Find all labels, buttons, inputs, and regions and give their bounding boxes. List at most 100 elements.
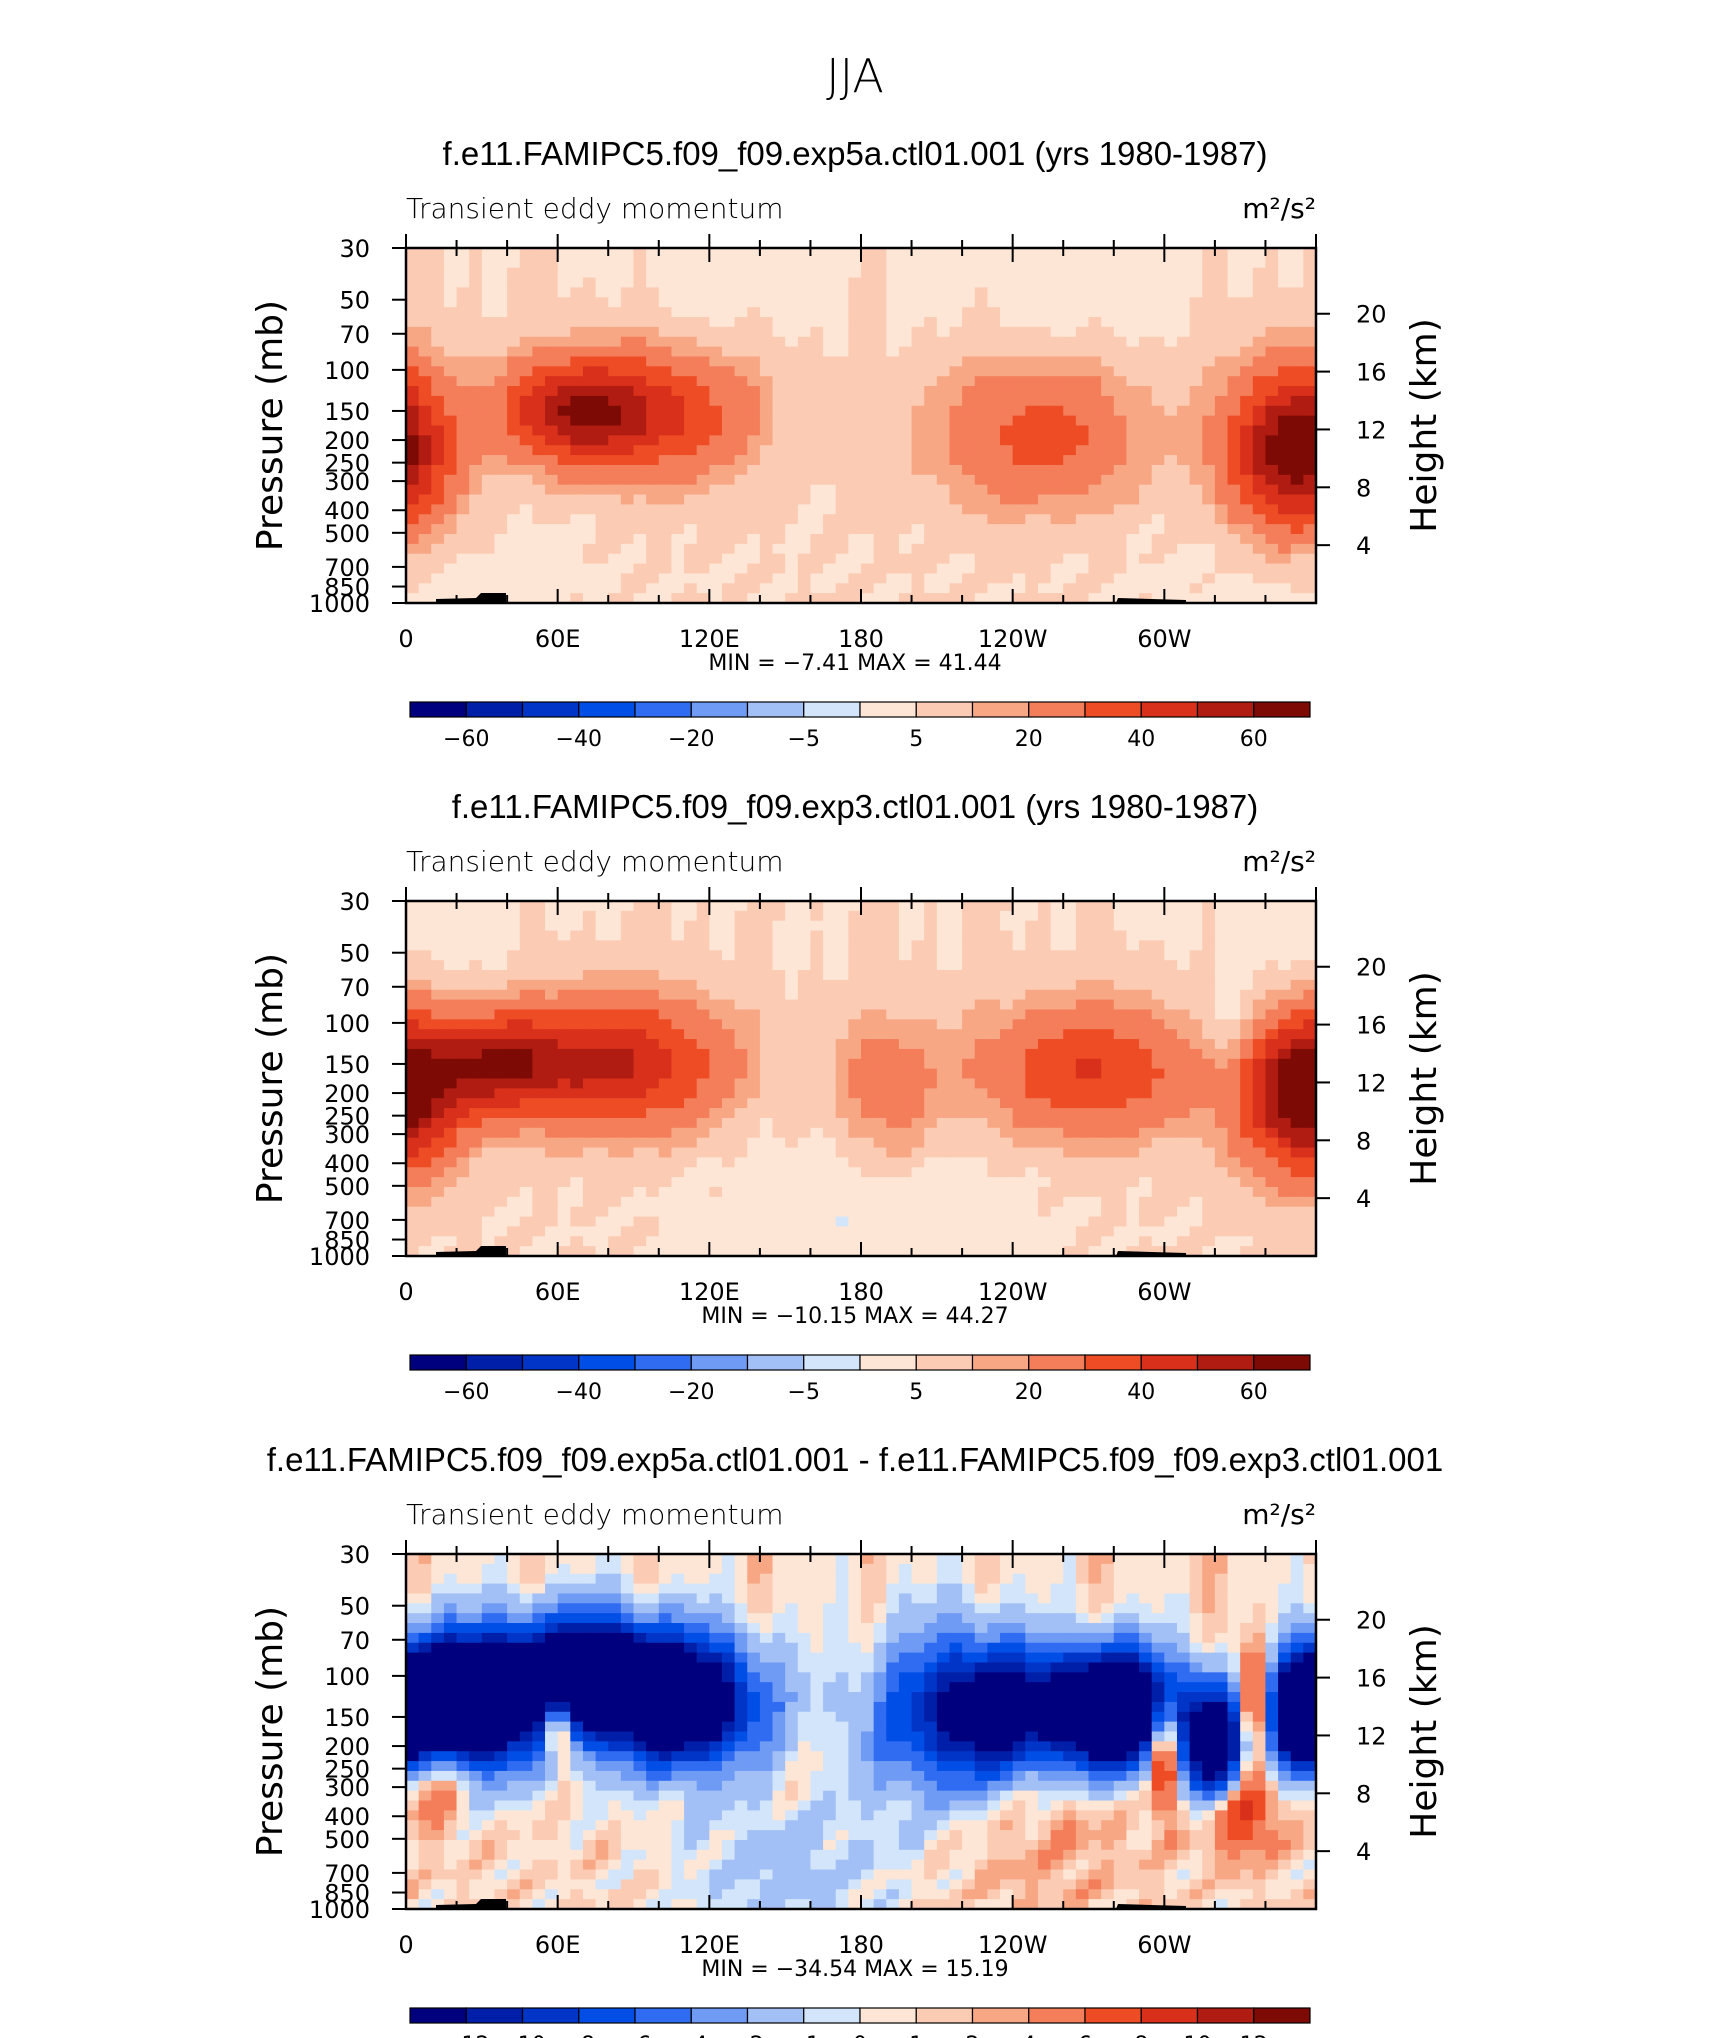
heatmap-cell [949, 317, 963, 328]
heatmap-cell [1189, 1088, 1203, 1099]
heatmap-cell [797, 1108, 812, 1119]
heatmap-cell [1050, 395, 1064, 407]
heatmap-cell [1303, 1068, 1317, 1080]
heatmap-cell [620, 1088, 635, 1099]
heatmap-cell [1037, 1098, 1052, 1109]
heatmap-cell [1050, 1048, 1064, 1060]
heatmap-cell [747, 1078, 761, 1089]
heatmap-cell [507, 1088, 521, 1099]
heatmap-cell [785, 1108, 799, 1119]
heatmap-cell [696, 999, 710, 1011]
heatmap-cell [861, 563, 875, 575]
heatmap-cell [1101, 415, 1115, 427]
heatmap-cell [1214, 1186, 1229, 1198]
heatmap-cell [1227, 1019, 1241, 1030]
heatmap-cell [570, 504, 584, 515]
heatmap-cell [582, 287, 597, 298]
heatmap-cell [1189, 1048, 1203, 1060]
heatmap-cell [772, 464, 786, 476]
heatmap-cell [747, 356, 761, 367]
heatmap-cell [608, 326, 622, 338]
heatmap-cell [810, 1019, 824, 1030]
heatmap-cell [557, 920, 571, 932]
heatmap-cell [1214, 1029, 1229, 1040]
heatmap-cell [570, 1147, 584, 1158]
heatmap-cell [608, 1157, 622, 1168]
heatmap-cell [456, 1167, 470, 1178]
heatmap-cell [1164, 464, 1178, 476]
heatmap-cell [1063, 920, 1077, 932]
heatmap-cell [1037, 573, 1052, 584]
heatmap-cell [418, 950, 432, 961]
heatmap-cell [1303, 405, 1317, 417]
heatmap-cell [671, 989, 685, 1001]
heatmap-cell [1139, 1157, 1153, 1168]
heatmap-cell [1012, 1039, 1026, 1050]
heatmap-cell [974, 277, 988, 289]
heatmap-cell [1113, 543, 1128, 555]
heatmap-cell [1176, 445, 1191, 456]
heatmap-cell [696, 1029, 710, 1040]
heatmap-cell [1000, 940, 1014, 951]
heatmap-cell [1101, 248, 1115, 259]
heatmap-cell [810, 1039, 824, 1050]
heatmap-cell [1303, 376, 1317, 387]
heatmap-cell [1000, 970, 1014, 981]
heatmap-cell [494, 524, 508, 535]
heatmap-cell [1303, 484, 1317, 496]
heatmap-cell [406, 543, 420, 555]
heatmap-cell [1075, 920, 1090, 932]
heatmap-cell [684, 1048, 698, 1060]
heatmap-cell [1050, 979, 1064, 991]
heatmap-cell [1189, 1167, 1203, 1178]
heatmap-cell [1075, 950, 1090, 961]
heatmap-cell [835, 1088, 849, 1099]
heatmap-cell [772, 910, 786, 922]
heatmap-cell [1012, 563, 1026, 575]
heatmap-cell [1075, 464, 1090, 476]
heatmap-cell [848, 1147, 862, 1158]
heatmap-cell [481, 267, 496, 279]
heatmap-cell [1151, 1058, 1165, 1070]
heatmap-cell [1075, 1186, 1090, 1198]
y-tick-label: 250 [324, 450, 370, 478]
heatmap-cell [861, 1167, 875, 1178]
heatmap-cell [469, 435, 483, 446]
heatmap-cell [456, 563, 470, 575]
heatmap-cell [557, 1029, 571, 1040]
heatmap-cell [1088, 267, 1102, 279]
heatmap-cell [848, 1068, 862, 1080]
heatmap-cell [431, 307, 445, 318]
heatmap-cell [962, 970, 976, 981]
heatmap-cell [936, 1147, 951, 1158]
heatmap-cell [519, 317, 533, 328]
heatmap-cell [1000, 1177, 1014, 1188]
heatmap-cell [797, 1048, 812, 1060]
heatmap-cell [709, 1068, 723, 1080]
heatmap-cell [1126, 1098, 1140, 1109]
heatmap-cell [924, 1108, 938, 1119]
heatmap-cell [633, 920, 647, 932]
heatmap-cell [1000, 1019, 1014, 1030]
heatmap-cell [898, 989, 913, 1001]
heatmap-cell [1290, 1167, 1304, 1178]
heatmap-cell [848, 405, 862, 417]
heatmap-cell [696, 356, 710, 367]
heatmap-cell [848, 474, 862, 486]
heatmap-cell [1101, 960, 1115, 971]
heatmap-cell [570, 494, 584, 505]
heatmap-cell [456, 336, 470, 348]
heatmap-cell [696, 920, 710, 932]
heatmap-cell [1151, 1117, 1165, 1129]
heatmap-cell [721, 248, 736, 259]
heatmap-cell [734, 366, 748, 377]
heatmap-cell [595, 464, 609, 476]
heatmap-cell [861, 425, 875, 436]
heatmap-cell [1113, 1078, 1128, 1089]
heatmap-cell [557, 1019, 571, 1030]
heatmap-cell [835, 277, 849, 289]
heatmap-cell [810, 257, 824, 269]
heatmap-cell [1037, 326, 1052, 338]
heatmap-cell [570, 1058, 584, 1070]
heatmap-cell [734, 336, 748, 348]
